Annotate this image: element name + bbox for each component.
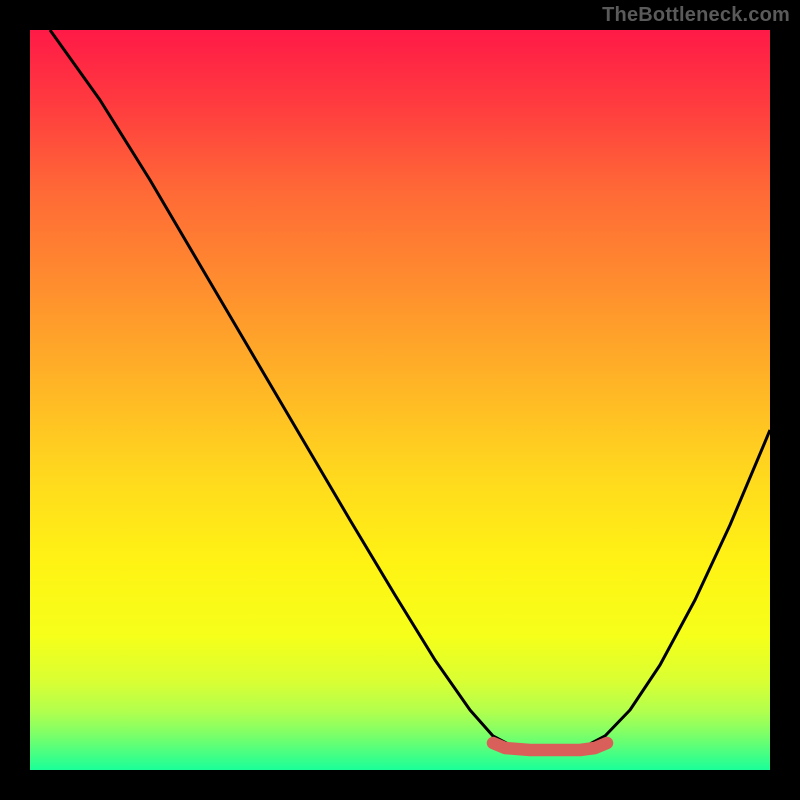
plot-area	[30, 30, 770, 770]
background-gradient	[30, 30, 770, 770]
watermark-text: TheBottleneck.com	[602, 4, 790, 27]
